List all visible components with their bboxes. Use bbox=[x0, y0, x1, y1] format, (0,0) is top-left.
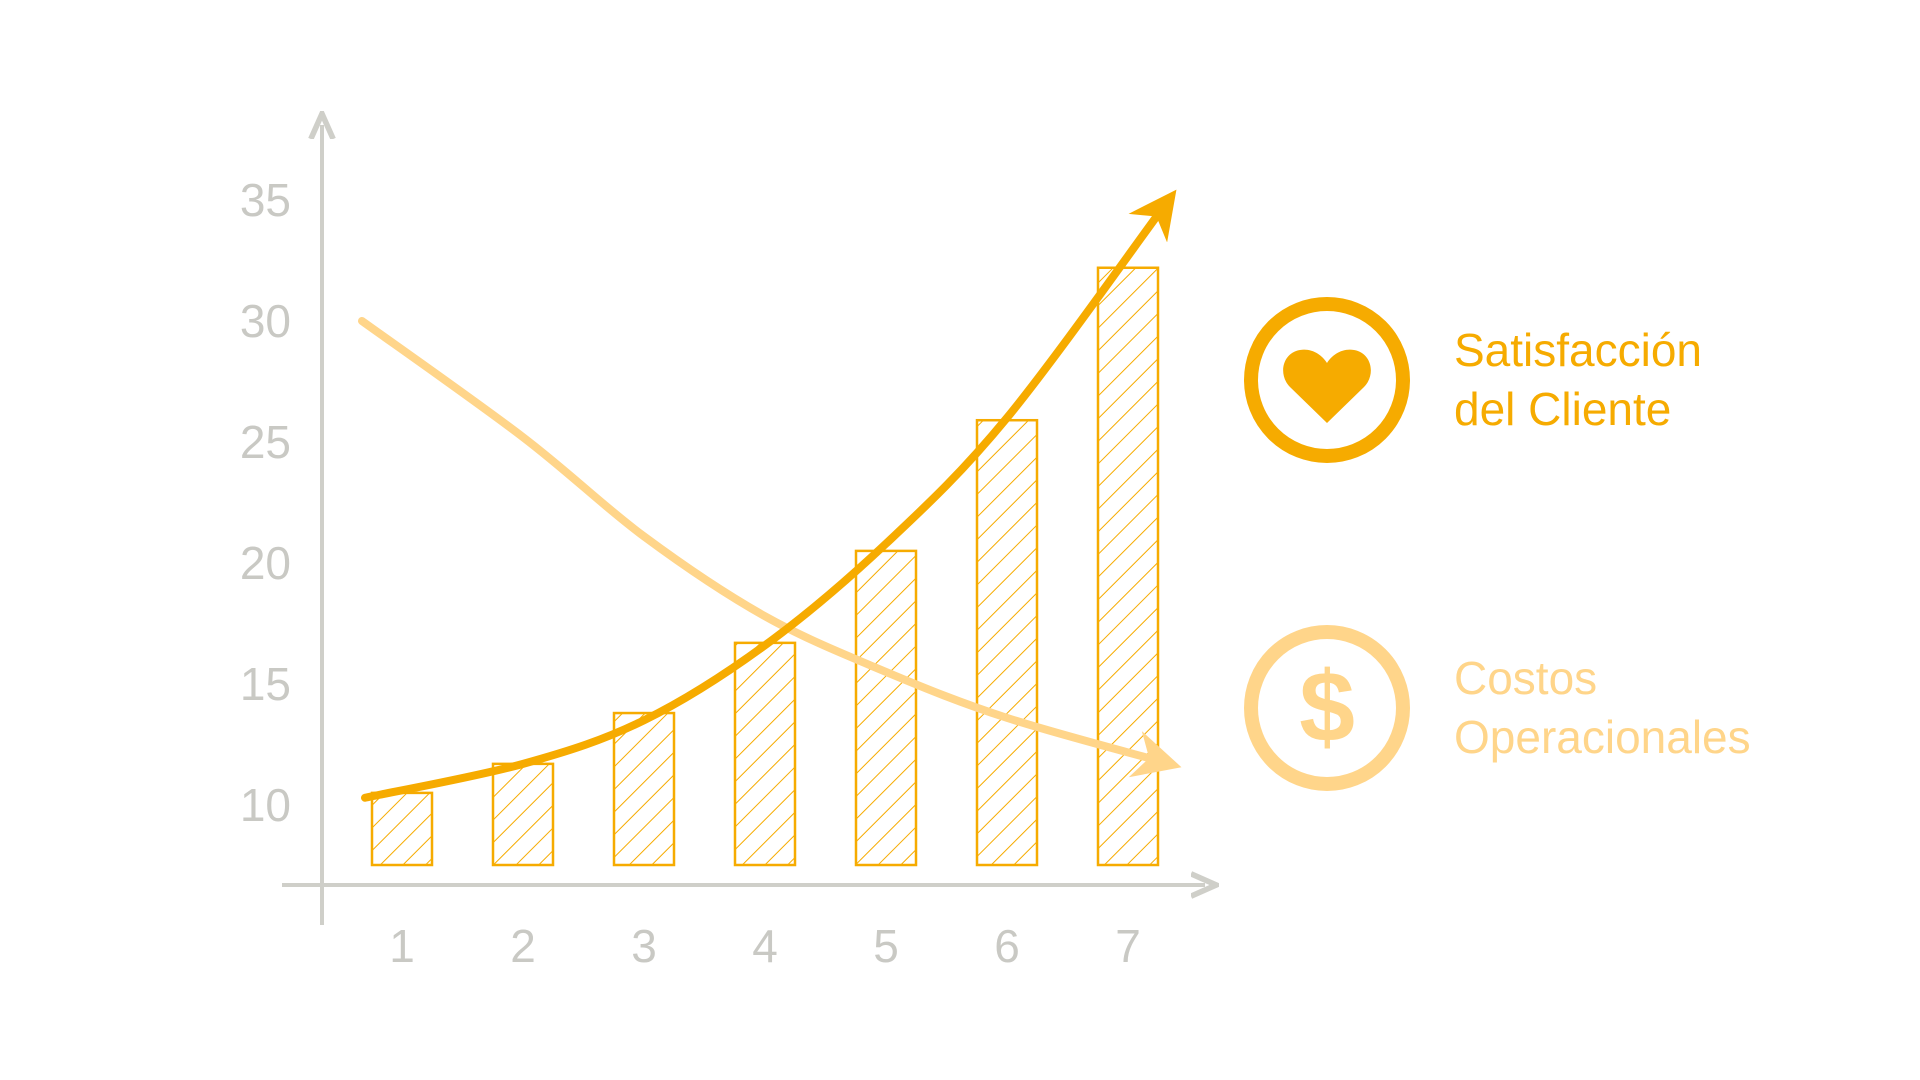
y-tick-label: 25 bbox=[240, 416, 291, 468]
legend-label-line-1: Costos bbox=[1454, 652, 1598, 705]
legend-label-satisfaction: Satisfacción del Cliente bbox=[1454, 321, 1702, 439]
svg-text:$: $ bbox=[1299, 651, 1355, 763]
y-axis-ticks: 10 15 20 25 30 35 bbox=[240, 174, 291, 831]
bar bbox=[612, 711, 676, 867]
bar bbox=[370, 791, 434, 867]
x-tick-label: 4 bbox=[752, 920, 778, 972]
legend-label-costs: Costos Operacionales bbox=[1454, 649, 1751, 767]
legend-label-line-2: del Cliente bbox=[1454, 383, 1672, 435]
y-tick-label: 35 bbox=[240, 174, 291, 226]
series-line-costs bbox=[358, 317, 1182, 778]
x-tick-label: 7 bbox=[1115, 920, 1141, 972]
bars bbox=[370, 266, 1160, 867]
bar bbox=[1096, 266, 1160, 867]
legend-label-line-2: Operacionales bbox=[1454, 711, 1751, 763]
bar bbox=[975, 418, 1039, 867]
heart-icon bbox=[1244, 297, 1410, 463]
y-tick-label: 20 bbox=[240, 537, 291, 589]
x-tick-label: 3 bbox=[631, 920, 657, 972]
x-axis-ticks: 1 2 3 4 5 6 7 bbox=[389, 920, 1141, 972]
bar bbox=[854, 549, 918, 867]
x-tick-label: 1 bbox=[389, 920, 415, 972]
axes bbox=[282, 125, 1205, 925]
bar bbox=[491, 762, 555, 867]
legend-item-costs: $ Costos Operacionales bbox=[1242, 623, 1751, 793]
lines bbox=[358, 189, 1182, 802]
series-line-satisfaction bbox=[361, 189, 1177, 802]
bar bbox=[733, 641, 797, 867]
y-tick-label: 10 bbox=[240, 779, 291, 831]
y-tick-label: 15 bbox=[240, 658, 291, 710]
legend-item-satisfaction: Satisfacción del Cliente bbox=[1242, 295, 1702, 465]
x-tick-label: 5 bbox=[873, 920, 899, 972]
legend-label-line-1: Satisfacción bbox=[1454, 324, 1703, 377]
y-tick-label: 30 bbox=[240, 295, 291, 347]
dollar-icon: $ bbox=[1244, 625, 1410, 791]
x-tick-label: 6 bbox=[994, 920, 1020, 972]
x-tick-label: 2 bbox=[510, 920, 536, 972]
